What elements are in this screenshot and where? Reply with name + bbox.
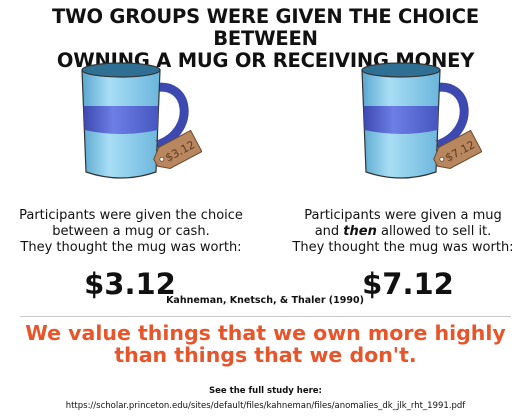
footer-label: See the full study here: [209, 386, 322, 396]
title-line-1: TWO GROUPS WERE GIVEN THE CHOICE BETWEEN [52, 5, 479, 50]
conclusion-line-2: than things that we don't. [114, 343, 417, 367]
left-description: Participants were given the choice betwe… [0, 208, 262, 256]
conclusion: We value things that we own more highly … [0, 322, 531, 366]
right-desc-line-1: Participants were given a mug [304, 208, 502, 223]
conclusion-line-1: We value things that we own more highly [25, 321, 506, 345]
left-price: $3.12 [84, 267, 176, 301]
left-desc-line-3: They thought the mug was worth: [20, 240, 242, 255]
right-price: $7.12 [362, 267, 454, 301]
divider [20, 316, 511, 317]
right-desc-line-2: and then allowed to sell it. [314, 224, 492, 239]
page-title: TWO GROUPS WERE GIVEN THE CHOICE BETWEEN… [0, 6, 531, 72]
left-desc-line-1: Participants were given the choice [19, 208, 243, 223]
mug-icon: $3.12 [81, 62, 202, 179]
right-description: Participants were given a mug and then a… [275, 208, 531, 256]
citation: Kahneman, Knetsch, & Thaler (1990) [166, 295, 364, 306]
right-desc-line-3: They thought the mug was worth: [292, 240, 514, 255]
left-desc-line-2: between a mug or cash. [52, 224, 210, 239]
mug-icon: $7.12 [361, 62, 482, 179]
emphasis-then: then [343, 224, 377, 239]
study-link[interactable]: https://scholar.princeton.edu/sites/defa… [65, 401, 466, 411]
